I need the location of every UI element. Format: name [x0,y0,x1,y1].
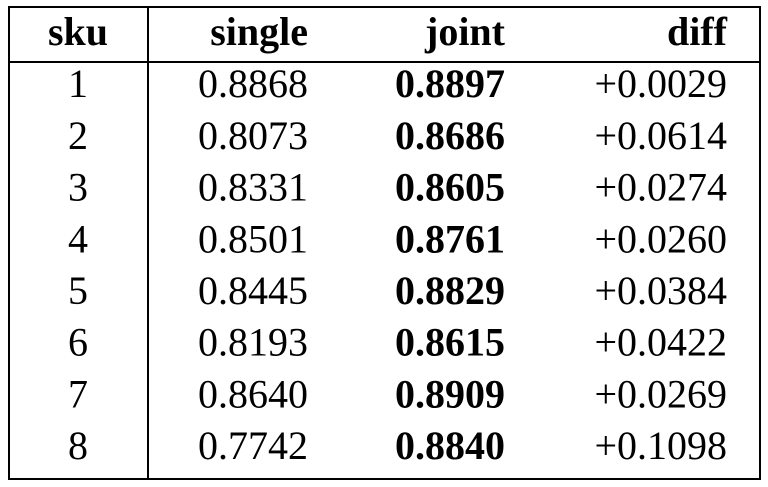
sku-cell: 4 [68,216,88,261]
single-cell: 0.8501 [198,216,308,261]
sku-cell: 1 [68,61,88,106]
diff-cell: +0.0422 [594,320,727,365]
header-cell: diff [667,9,728,54]
single-cell: 0.8445 [198,268,308,313]
diff-cell: +0.0260 [594,216,727,261]
diff-cell: +0.0614 [594,113,727,158]
sku-cell: 7 [68,371,88,416]
single-cell: 0.8073 [198,113,308,158]
sku-cell: 2 [68,113,88,158]
diff-cell: +0.1098 [594,423,727,468]
joint-cell: 0.8686 [395,113,505,158]
sku-cell: 5 [68,268,88,313]
header-cell: single [210,9,308,54]
sku-cell: 3 [68,165,88,210]
diff-cell: +0.0269 [594,371,727,416]
joint-cell: 0.8761 [395,216,505,261]
sku-cell: 6 [68,320,88,365]
joint-cell: 0.8605 [395,165,505,210]
single-cell: 0.8868 [198,61,308,106]
joint-cell: 0.8840 [395,423,505,468]
sku-cell: 8 [68,423,88,468]
joint-cell: 0.8897 [395,61,505,106]
diff-cell: +0.0274 [594,165,727,210]
joint-cell: 0.8615 [395,320,505,365]
single-cell: 0.8640 [198,371,308,416]
joint-cell: 0.8909 [395,371,505,416]
diff-cell: +0.0029 [594,61,727,106]
header-cell: sku [48,9,108,54]
single-cell: 0.8193 [198,320,308,365]
single-cell: 0.8331 [198,165,308,210]
single-cell: 0.7742 [198,423,308,468]
header-cell: joint [424,9,506,54]
joint-cell: 0.8829 [395,268,505,313]
table-border [8,6,761,480]
diff-cell: +0.0384 [594,268,727,313]
